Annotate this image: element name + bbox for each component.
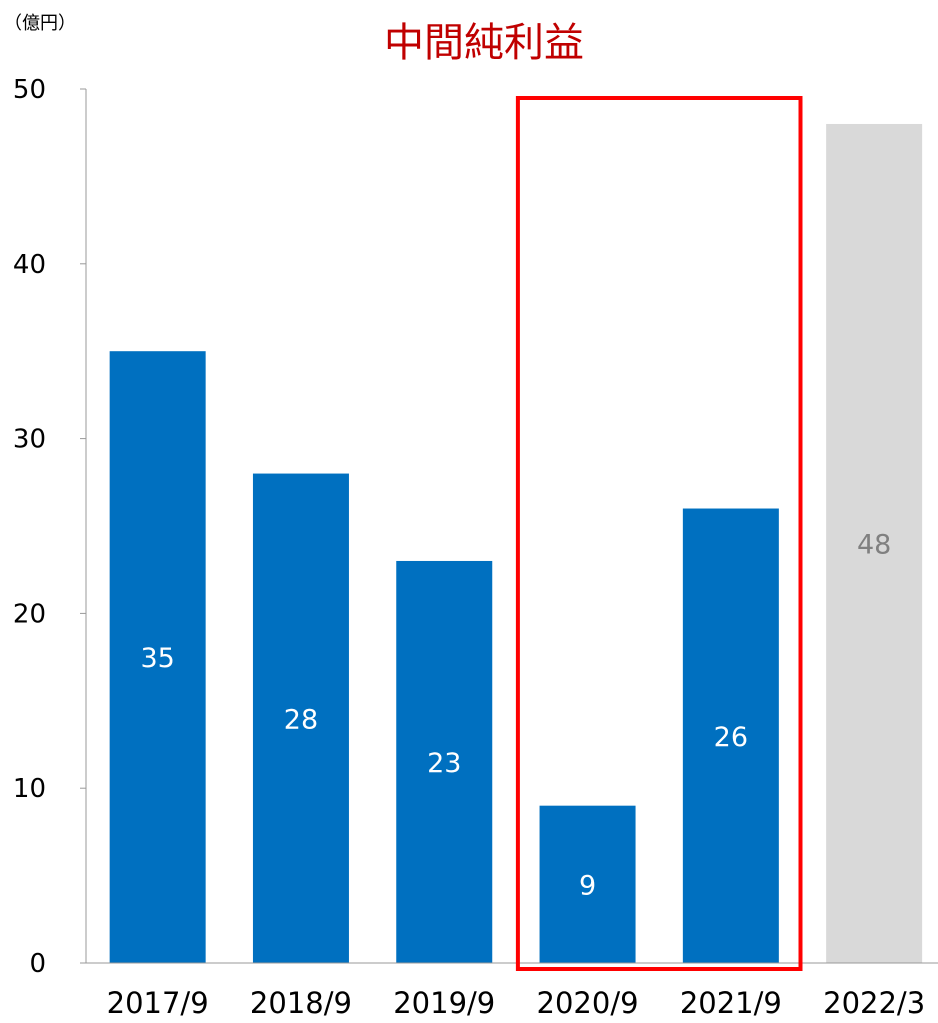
y-tick-label: 20: [13, 599, 46, 629]
highlight-frame: [515, 96, 803, 971]
unit-label: （億円）: [4, 13, 76, 34]
x-tick-label: 2021/9: [680, 986, 782, 1020]
bar-2019-9: [396, 560, 493, 963]
bar-2020-9: [539, 805, 636, 963]
x-tick-label: 2020/9: [537, 986, 639, 1020]
y-tick-label: 0: [29, 949, 46, 979]
y-axis: 0 10 20 30 40 50: [13, 75, 87, 979]
x-tick-label: 2017/9: [107, 986, 209, 1020]
x-axis: 2017/9 2018/9 2019/9 2020/9 2021/9 2022/3: [86, 962, 938, 1020]
y-tick-label: 40: [13, 250, 46, 280]
data-label: 28: [284, 704, 318, 735]
y-tick-label: 30: [13, 425, 46, 455]
bar-2017-9: [109, 351, 206, 963]
x-tick-label: 2018/9: [250, 986, 352, 1020]
data-label: 9: [579, 870, 596, 901]
x-tick-label: 2019/9: [393, 986, 495, 1020]
bars: 35 28 23 9 26 48: [109, 123, 923, 963]
data-label: 35: [140, 643, 174, 674]
y-tick-label: 10: [13, 774, 46, 804]
bar-2021-9: [682, 508, 779, 963]
data-label: 48: [857, 529, 891, 560]
highlight-box: [515, 96, 803, 971]
chart-title: 中間純利益: [384, 20, 584, 66]
data-label: 23: [427, 748, 461, 779]
data-label: 26: [714, 722, 748, 753]
bar-2018-9: [252, 473, 349, 963]
x-tick-label: 2022/3: [823, 986, 925, 1020]
y-tick-label: 50: [13, 75, 46, 105]
bar-2022-3: [826, 123, 923, 963]
